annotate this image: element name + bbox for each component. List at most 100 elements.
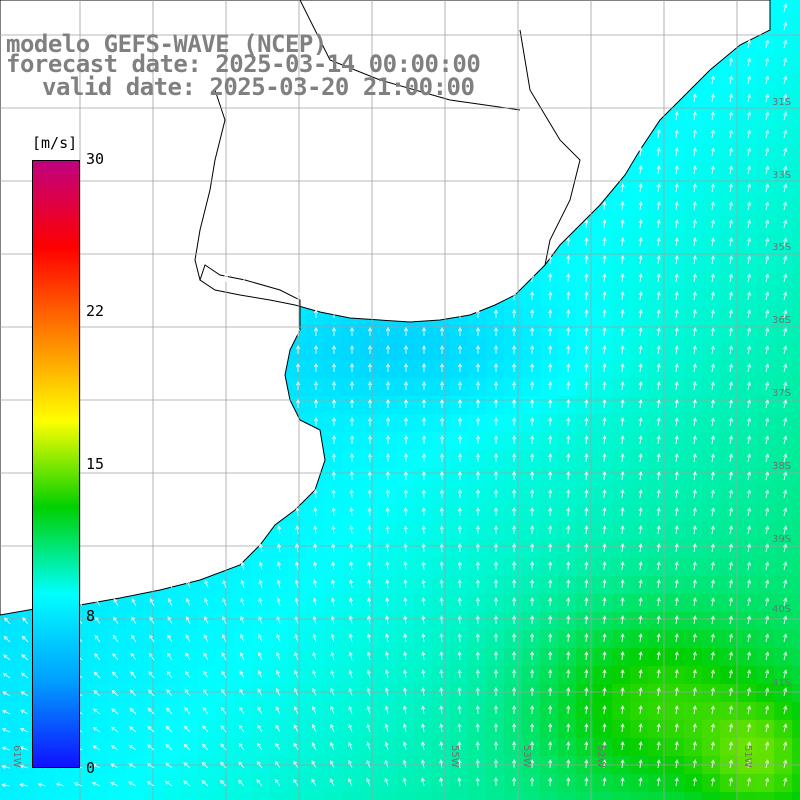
wind-arrow (457, 705, 462, 715)
wind-cell (468, 594, 486, 612)
wind-arrow (186, 597, 191, 607)
wind-arrow (330, 615, 335, 625)
wind-cell (468, 792, 486, 800)
wind-arrow (747, 453, 752, 463)
wind-arrow (475, 381, 481, 390)
wind-arrow (710, 507, 715, 517)
wind-cell (774, 468, 792, 486)
wind-arrow (493, 723, 499, 733)
wind-cell (252, 684, 270, 702)
wind-arrow (656, 255, 661, 265)
wind-arrow (602, 237, 607, 247)
wind-arrow (620, 345, 625, 355)
wind-cell (738, 594, 756, 612)
wind-cell (450, 684, 468, 702)
wind-cell (738, 558, 756, 576)
wind-arrow (638, 669, 643, 679)
wind-cell (324, 468, 342, 486)
wind-arrow (330, 651, 335, 661)
wind-cell (792, 36, 800, 54)
wind-arrow (403, 615, 408, 625)
wind-cell (720, 522, 738, 540)
wind-cell (576, 306, 594, 324)
wind-arrow (366, 705, 371, 715)
wind-arrow (274, 760, 281, 769)
wind-cell (288, 774, 306, 792)
wind-cell (738, 72, 756, 90)
wind-cell (666, 684, 684, 702)
wind-cell (378, 504, 396, 522)
wind-cell (648, 648, 666, 666)
wind-cell (756, 450, 774, 468)
wind-cell (684, 792, 702, 800)
wind-arrow (584, 705, 589, 715)
wind-cell (594, 216, 612, 234)
wind-arrow (92, 745, 101, 751)
wind-arrow (530, 525, 535, 535)
wind-cell (702, 198, 720, 216)
wind-arrow (747, 93, 752, 103)
wind-arrow (311, 778, 317, 787)
wind-cell (720, 774, 738, 792)
wind-arrow (638, 777, 643, 787)
wind-cell (702, 414, 720, 432)
wind-cell (540, 558, 558, 576)
wind-cell (702, 720, 720, 738)
wind-arrow (91, 782, 101, 787)
wind-cell (414, 684, 432, 702)
wind-cell (792, 576, 800, 594)
wind-cell (522, 450, 540, 468)
wind-arrow (348, 759, 353, 769)
wind-arrow (620, 669, 625, 679)
wind-cell (126, 630, 144, 648)
wind-cell (702, 486, 720, 504)
wind-arrow (240, 615, 245, 625)
wind-cell (702, 684, 720, 702)
wind-arrow (493, 417, 499, 426)
wind-cell (648, 792, 666, 800)
wind-arrow (313, 525, 318, 535)
wind-arrow (692, 543, 697, 553)
wind-arrow (367, 345, 373, 354)
wind-arrow (493, 651, 499, 661)
wind-cell (648, 198, 666, 216)
wind-arrow (566, 615, 571, 625)
wind-arrow (620, 255, 625, 265)
wind-arrow (511, 669, 517, 679)
wind-arrow (692, 147, 697, 157)
wind-arrow (692, 237, 697, 247)
wind-arrow (747, 273, 752, 283)
wind-arrow (511, 363, 517, 373)
wind-arrow (348, 705, 353, 715)
wind-cell (450, 486, 468, 504)
wind-arrow (294, 561, 299, 571)
wind-arrow (421, 417, 427, 426)
wind-cell (666, 450, 684, 468)
wind-arrow (113, 598, 119, 607)
wind-cell (288, 378, 306, 396)
wind-cell (216, 774, 234, 792)
wind-arrow (710, 561, 715, 571)
wind-cell (486, 396, 504, 414)
wind-arrow (747, 489, 752, 499)
lon-label: 52W (595, 745, 606, 768)
wind-cell (306, 540, 324, 558)
wind-arrow (548, 435, 553, 445)
wind-arrow (728, 201, 734, 211)
wind-arrow (205, 273, 211, 282)
wind-cell (648, 774, 666, 792)
wind-cell (486, 324, 504, 342)
wind-cell (522, 720, 540, 738)
wind-cell (612, 270, 630, 288)
wind-cell (522, 432, 540, 450)
wind-cell (108, 666, 126, 684)
wind-cell (252, 792, 270, 800)
wind-arrow (421, 507, 426, 517)
wind-arrow (439, 579, 444, 589)
colorbar-tick-22: 22 (86, 302, 105, 320)
wind-arrow (403, 489, 408, 499)
wind-arrow (620, 363, 625, 373)
wind-arrow (710, 273, 715, 283)
wind-arrow (385, 507, 390, 517)
